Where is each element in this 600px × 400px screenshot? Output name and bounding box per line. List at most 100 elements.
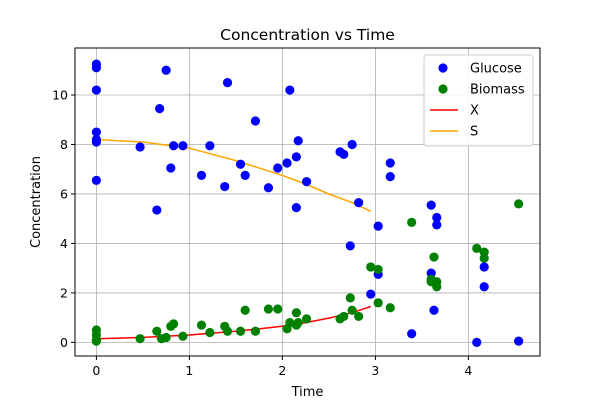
ticks: 0 1 2 3 4 0 2 4 6 8 10: [52, 88, 472, 378]
legend-box: [423, 54, 534, 147]
biomass-point: [235, 326, 246, 336]
glucose-point: [301, 176, 312, 187]
biomass-point: [347, 305, 357, 315]
plot-frame: [74, 47, 541, 357]
biomass-point: [432, 282, 442, 292]
glucose-point: [91, 175, 101, 185]
biomass-point: [91, 336, 101, 346]
biomass-point: [273, 304, 283, 314]
legend-label-x: X: [470, 104, 479, 119]
y-tick-label: 8: [60, 137, 68, 152]
biomass-point: [250, 326, 261, 336]
glucose-point: [205, 141, 215, 151]
biomass-point: [429, 252, 439, 262]
biomass-point: [222, 326, 233, 336]
biomass-point: [339, 311, 349, 322]
y-tick-label: 0: [60, 335, 68, 350]
biomass-point: [161, 332, 171, 343]
biomass-point: [385, 303, 395, 313]
x-tick-label: 0: [92, 363, 100, 378]
biomass-point: [366, 262, 376, 272]
glucose-point: [429, 305, 439, 315]
glucose-point: [166, 163, 176, 173]
glucose-point: [240, 170, 250, 181]
glucose-point: [282, 158, 292, 168]
series-points: [91, 59, 524, 347]
glucose-point: [250, 116, 261, 126]
glucose-point: [220, 181, 230, 192]
x-axis-label: Time: [291, 385, 324, 400]
biomass-point: [514, 199, 524, 209]
glucose-point: [472, 337, 482, 347]
chart-title: Concentration vs Time: [220, 26, 395, 44]
biomass-point: [168, 319, 179, 329]
legend: Glucose Biomass XS: [423, 54, 534, 147]
glucose-point: [196, 170, 207, 181]
y-tick-label: 6: [60, 186, 68, 201]
s-line: [96, 138, 372, 212]
biomass-point: [196, 320, 207, 330]
biomass-point: [135, 334, 145, 344]
y-tick-label: 2: [60, 285, 68, 300]
glucose-point: [407, 329, 417, 339]
glucose-point: [373, 221, 383, 231]
legend-label-glucose: Glucose: [470, 62, 522, 77]
glucose-point: [135, 142, 145, 152]
biomass-point: [152, 326, 162, 336]
glucose-point: [514, 336, 524, 346]
x-tick-label: 1: [185, 363, 193, 378]
legend-label-s: S: [470, 125, 478, 140]
biomass-point: [205, 327, 215, 338]
glucose-point: [235, 159, 246, 169]
glucose-point: [385, 158, 395, 168]
biomass-point: [291, 308, 301, 318]
glucose-point: [291, 152, 301, 162]
glucose-point: [339, 149, 349, 159]
biomass-point: [301, 314, 312, 324]
biomass-point: [407, 217, 417, 228]
glucose-point: [385, 172, 395, 182]
y-tick-label: 10: [52, 88, 68, 103]
glucose-point: [91, 85, 101, 95]
y-tick-label: 4: [60, 236, 68, 251]
legend-marker-biomass: [438, 84, 448, 94]
glucose-point: [291, 202, 301, 213]
glucose-point: [152, 205, 162, 215]
biomass-point: [293, 318, 303, 328]
glucose-point: [273, 163, 283, 173]
biomass-point: [472, 243, 482, 253]
glucose-point: [354, 198, 364, 208]
biomass-point: [354, 311, 364, 322]
biomass-point: [479, 253, 489, 263]
glucose-point: [432, 212, 442, 223]
glucose-point: [168, 141, 179, 151]
glucose-point: [293, 136, 303, 146]
biomass-point: [263, 304, 274, 314]
glucose-point: [222, 78, 233, 88]
glucose-point: [263, 183, 274, 193]
glucose-point: [285, 85, 295, 95]
y-axis-label: Concentration: [29, 156, 44, 248]
glucose-point: [479, 262, 489, 272]
glucose-point: [155, 104, 165, 114]
glucose-point: [426, 200, 436, 210]
glucose-point: [178, 141, 188, 151]
glucose-point: [161, 65, 171, 75]
glucose-point: [479, 282, 489, 292]
x-tick-label: 4: [464, 363, 472, 378]
biomass-point: [373, 298, 383, 308]
glucose-point: [347, 139, 357, 150]
biomass-point: [345, 293, 355, 303]
biomass-point: [373, 264, 383, 275]
x-tick-label: 2: [278, 363, 286, 378]
glucose-point: [366, 289, 376, 299]
glucose-point: [91, 63, 101, 73]
biomass-point: [240, 305, 250, 315]
glucose-point: [432, 220, 442, 230]
biomass-point: [178, 331, 188, 341]
glucose-point: [91, 127, 101, 137]
legend-label-biomass: Biomass: [470, 83, 525, 98]
glucose-point: [91, 137, 101, 147]
legend-marker-glucose: [438, 63, 448, 73]
